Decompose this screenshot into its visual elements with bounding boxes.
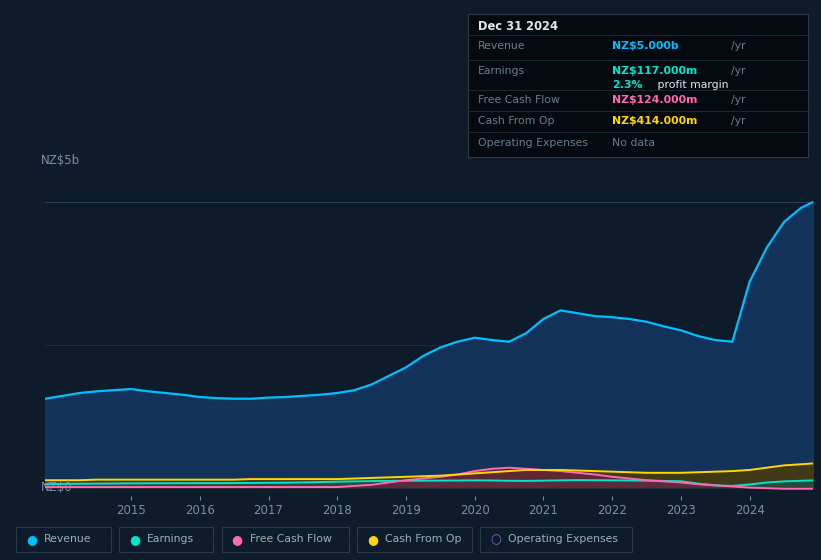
- Text: /yr: /yr: [731, 116, 745, 127]
- Text: /yr: /yr: [731, 66, 745, 76]
- Text: NZ$414.000m: NZ$414.000m: [612, 116, 697, 127]
- Text: 2.3%: 2.3%: [612, 80, 642, 90]
- Text: No data: No data: [612, 138, 654, 148]
- Text: NZ$124.000m: NZ$124.000m: [612, 95, 697, 105]
- Text: /yr: /yr: [731, 95, 745, 105]
- Text: Dec 31 2024: Dec 31 2024: [478, 20, 557, 32]
- Text: NZ$117.000m: NZ$117.000m: [612, 66, 697, 76]
- Text: Earnings: Earnings: [147, 534, 194, 544]
- Text: Operating Expenses: Operating Expenses: [508, 534, 618, 544]
- Text: NZ$0: NZ$0: [41, 481, 73, 494]
- Text: ●: ●: [129, 533, 140, 546]
- Text: profit margin: profit margin: [654, 80, 729, 90]
- Text: /yr: /yr: [731, 41, 745, 51]
- Text: ●: ●: [367, 533, 378, 546]
- Text: Operating Expenses: Operating Expenses: [478, 138, 588, 148]
- Text: ○: ○: [490, 533, 501, 546]
- Text: Free Cash Flow: Free Cash Flow: [478, 95, 560, 105]
- Text: NZ$5b: NZ$5b: [41, 154, 80, 167]
- Text: ●: ●: [232, 533, 242, 546]
- Text: Free Cash Flow: Free Cash Flow: [250, 534, 332, 544]
- Text: Revenue: Revenue: [44, 534, 92, 544]
- Text: Earnings: Earnings: [478, 66, 525, 76]
- Text: Cash From Op: Cash From Op: [385, 534, 461, 544]
- Text: ●: ●: [26, 533, 37, 546]
- Text: NZ$5.000b: NZ$5.000b: [612, 41, 678, 51]
- Text: Cash From Op: Cash From Op: [478, 116, 554, 127]
- Text: Revenue: Revenue: [478, 41, 525, 51]
